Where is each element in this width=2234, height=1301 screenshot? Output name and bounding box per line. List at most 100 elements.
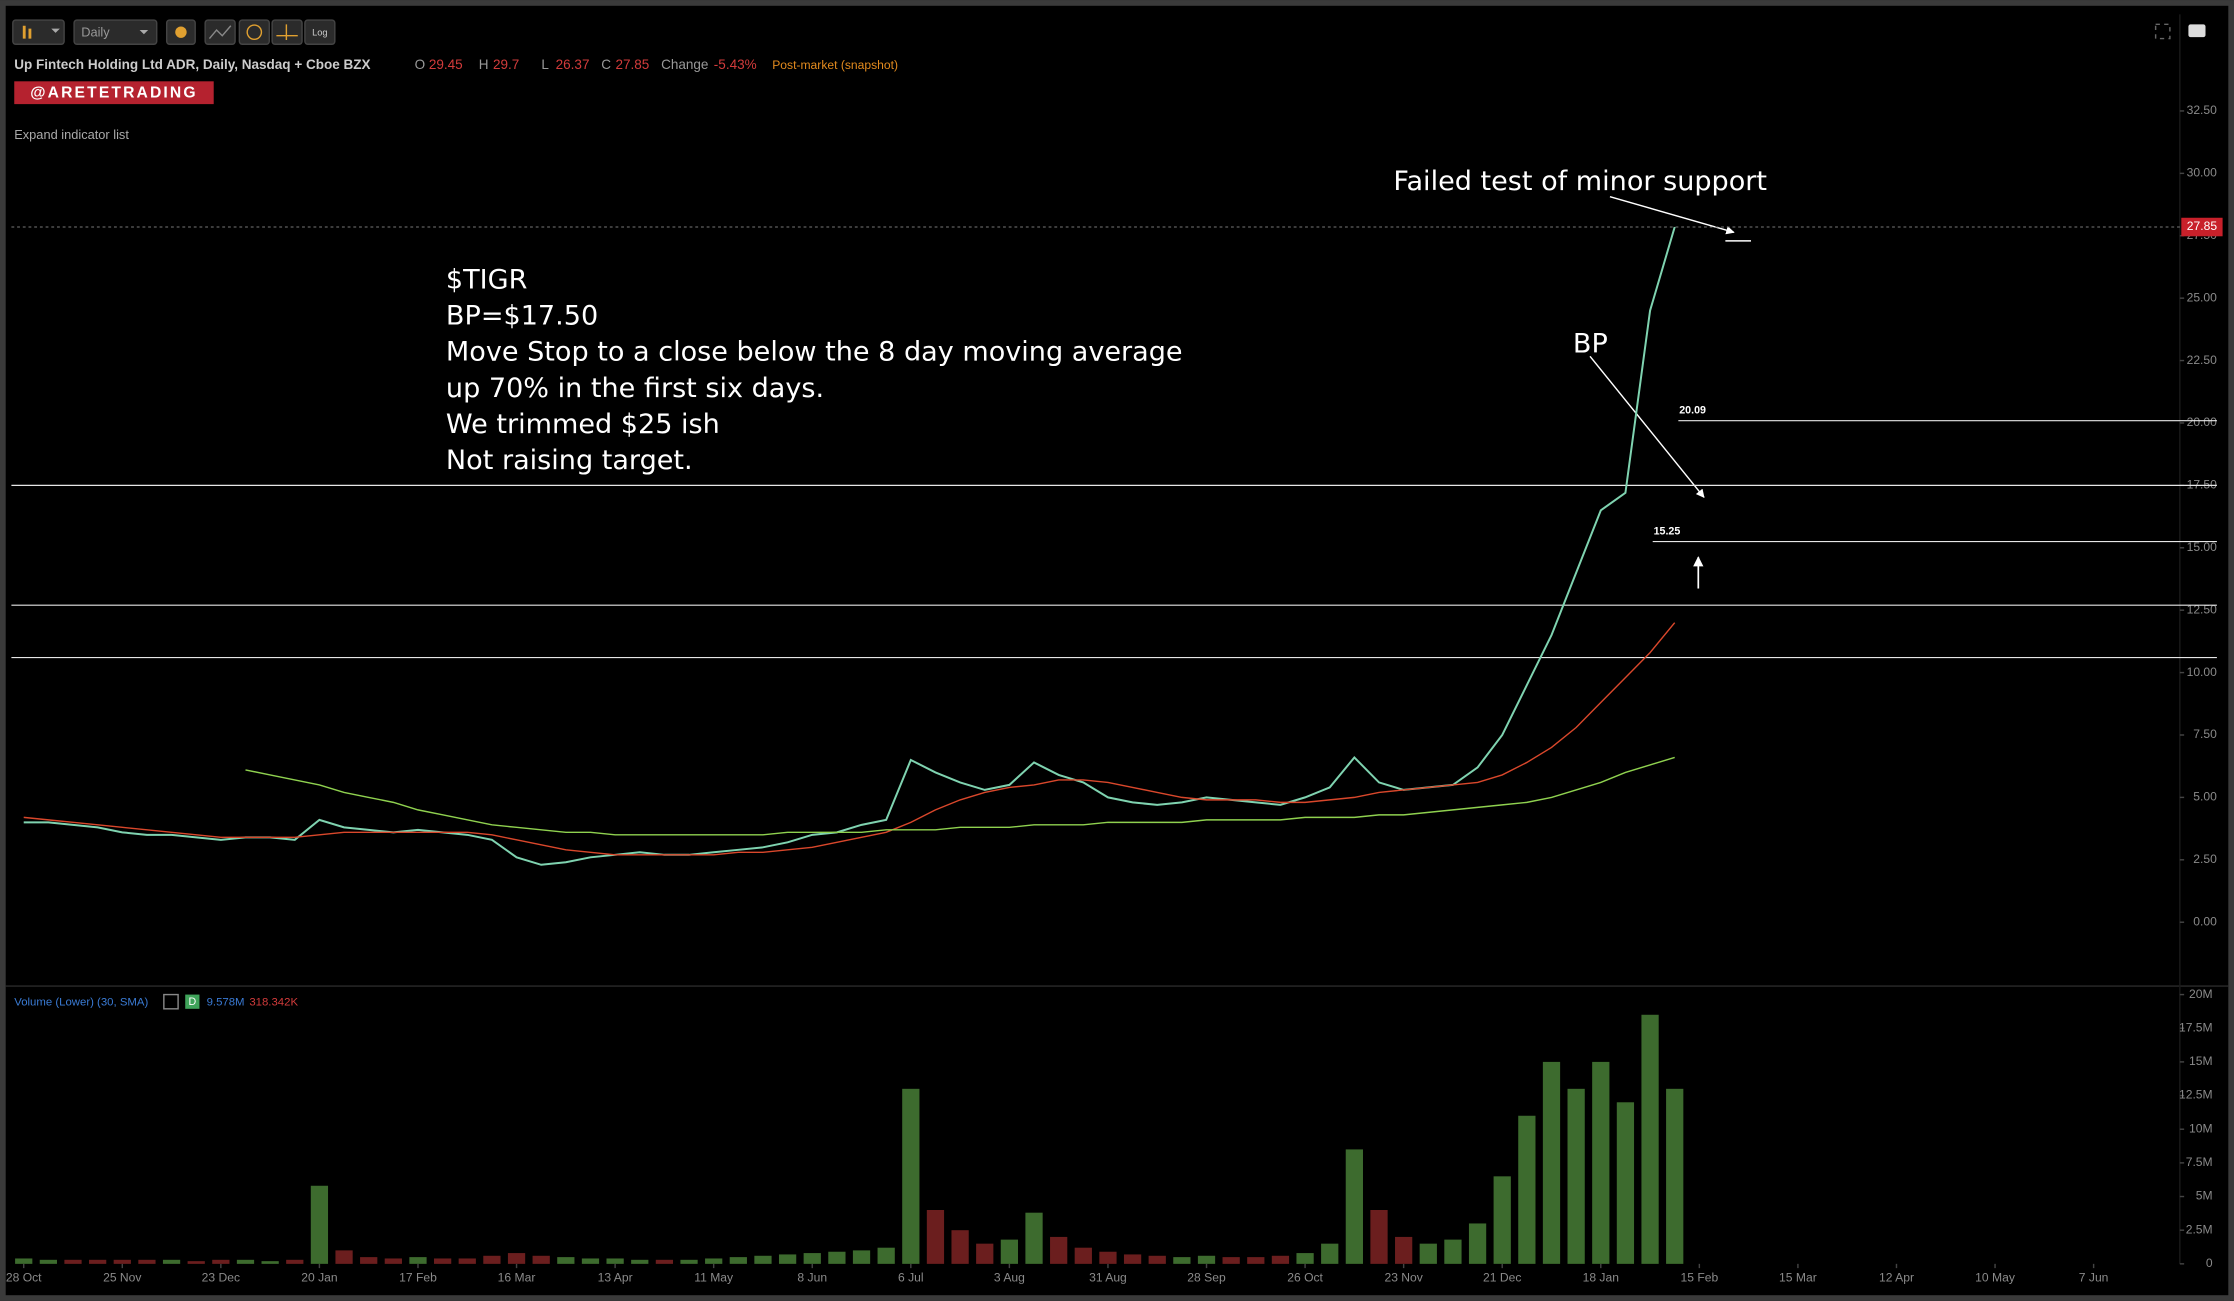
price-line: [23, 622, 1676, 856]
volume-bar: [507, 1253, 526, 1264]
interval-label: Daily: [81, 24, 110, 39]
volume-bar: [39, 1259, 57, 1264]
volume-bar: [606, 1258, 624, 1264]
volume-bar: [902, 1088, 920, 1264]
icon: [246, 24, 263, 40]
volume-bar: [581, 1258, 600, 1264]
volume-bar: [1592, 1061, 1610, 1264]
y-tick-label: 25.00: [2187, 290, 2218, 304]
volume-bar: [1099, 1251, 1117, 1264]
volume-bar: [1493, 1176, 1511, 1264]
y-tick-label: 17.50: [2187, 478, 2218, 492]
volume-bar: [680, 1259, 698, 1264]
volume-bar: [1123, 1254, 1142, 1264]
volume-bar: [1247, 1257, 1265, 1264]
expand-link[interactable]: Expand indicator list: [14, 127, 129, 142]
failed-note: Failed test of minor support: [1393, 166, 1767, 197]
x-tick-label: 15 Mar: [1779, 1270, 1817, 1284]
ohlc-value: 27.85: [615, 57, 649, 72]
y-tick-label: 22.50: [2187, 353, 2218, 367]
x-tick-label: 15 Feb: [1680, 1270, 1718, 1284]
volume-bar: [1468, 1223, 1487, 1264]
fullscreen-button[interactable]: [2154, 23, 2171, 40]
level-label: 15.25: [1654, 525, 1681, 537]
volume-menu[interactable]: [163, 993, 179, 1010]
volume-bar: [705, 1258, 723, 1264]
volume-bar: [187, 1261, 205, 1264]
volume-bar: [113, 1259, 131, 1264]
failed-arrow: [1609, 196, 1735, 235]
x-tick-label: 20 Jan: [301, 1270, 337, 1284]
log-button[interactable]: [304, 19, 336, 45]
x-tick-label: 28 Oct: [6, 1270, 42, 1284]
volume-bar: [1641, 1014, 1659, 1264]
x-tick-label: 3 Aug: [994, 1270, 1025, 1284]
volume-bar: [360, 1257, 378, 1264]
last-price-label: 27.85: [2187, 219, 2218, 233]
y-tick-label: 20.00: [2187, 415, 2218, 429]
icon: [22, 25, 32, 39]
volume-bar: [1321, 1243, 1339, 1264]
volume-bar: [926, 1209, 945, 1264]
badge: [14, 81, 214, 105]
volume-bar: [1616, 1102, 1635, 1264]
volume-bar: [729, 1257, 747, 1264]
volume-bar: [483, 1255, 501, 1264]
volume-tick-label: 5M: [2196, 1189, 2213, 1203]
volume-bar: [1567, 1088, 1585, 1264]
ohlc-label: L: [541, 57, 549, 72]
volume-bar: [335, 1250, 353, 1264]
y-tick-label: 2.50: [2193, 852, 2217, 866]
volume-bar: [1518, 1115, 1536, 1264]
volume-bar: [286, 1259, 304, 1264]
y-tick-label: 15.00: [2187, 540, 2218, 554]
badge-text: @ARETETRADING: [30, 85, 197, 102]
volume-bar: [236, 1259, 255, 1264]
x-tick-label: 7 Jun: [2079, 1270, 2109, 1284]
x-tick-label: 18 Jan: [1583, 1270, 1619, 1284]
x-tick-label: 17 Feb: [399, 1270, 437, 1284]
snapshot-button[interactable]: [2188, 24, 2206, 38]
log-label: Log: [312, 27, 327, 37]
volume-bar: [631, 1259, 649, 1264]
last-price-box: [2181, 217, 2223, 237]
price-line: [245, 756, 1675, 836]
volume-bar: [1444, 1239, 1462, 1264]
volume-tick-label: 15M: [2189, 1054, 2213, 1068]
note-line: Not raising target.: [446, 445, 693, 476]
y-tick-label: 5.00: [2193, 790, 2217, 804]
x-tick-label: 6 Jul: [898, 1270, 924, 1284]
chart-style-button[interactable]: [12, 19, 65, 45]
volume-bar: [212, 1259, 230, 1264]
volume-bar: [1222, 1257, 1240, 1264]
volume-bar: [803, 1253, 821, 1264]
volume-flag-box: [185, 994, 200, 1009]
note-line: Move Stop to a close below the 8 day mov…: [446, 337, 1183, 368]
volume-bar: [310, 1185, 329, 1264]
symbol-title: Up Fintech Holding Ltd ADR, Daily, Nasda…: [14, 57, 370, 72]
volume-tick-label: 10M: [2189, 1121, 2213, 1135]
volume-tick-label: 12.5M: [2179, 1088, 2213, 1102]
volume-bar: [458, 1258, 476, 1264]
volume-avg: 318.342K: [249, 996, 298, 1008]
interval-dropdown[interactable]: [73, 19, 158, 45]
ohlc-label: H: [479, 57, 489, 72]
volume-bar: [951, 1230, 969, 1264]
x-tick-label: 26 Oct: [1287, 1270, 1323, 1284]
time-button[interactable]: [238, 19, 270, 45]
volume-bar: [1050, 1236, 1068, 1264]
bp-note: BP: [1573, 328, 1608, 359]
volume-bar: [655, 1259, 674, 1264]
volume-bar: [852, 1250, 871, 1264]
x-tick-label: 23 Nov: [1384, 1270, 1423, 1284]
draw-button[interactable]: [271, 19, 303, 45]
change-label: Change: [661, 57, 708, 72]
session: Post-market (snapshot): [772, 58, 898, 72]
icon: [175, 26, 187, 38]
x-tick-label: 10 May: [1975, 1270, 2016, 1284]
volume-bar: [1542, 1061, 1561, 1264]
indicator-button[interactable]: [204, 19, 236, 45]
bp-arrow: [1589, 355, 1705, 499]
x-tick-label: 23 Dec: [202, 1270, 240, 1284]
